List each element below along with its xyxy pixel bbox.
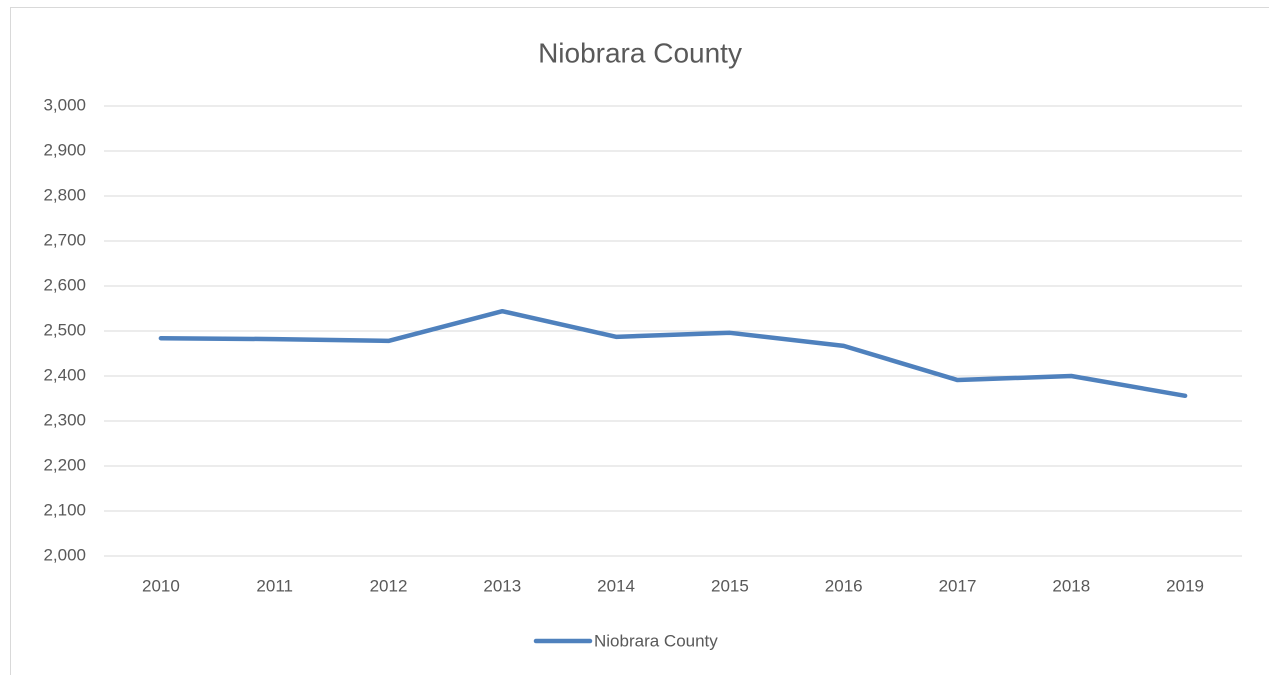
series-line bbox=[158, 308, 1188, 399]
x-tick-label: 2012 bbox=[370, 576, 408, 595]
x-tick-label: 2015 bbox=[711, 576, 749, 595]
y-tick-label: 2,500 bbox=[43, 320, 86, 339]
y-tick-label: 2,400 bbox=[43, 365, 86, 384]
x-tick-label: 2013 bbox=[483, 576, 521, 595]
x-tick-label: 2018 bbox=[1052, 576, 1090, 595]
y-tick-label: 2,600 bbox=[43, 275, 86, 294]
y-tick-label: 2,200 bbox=[43, 455, 86, 474]
y-tick-label: 2,800 bbox=[43, 185, 86, 204]
y-tick-label: 2,300 bbox=[43, 410, 86, 429]
legend-label: Niobrara County bbox=[594, 631, 718, 650]
y-tick-label: 2,000 bbox=[43, 545, 86, 564]
x-tick-label: 2011 bbox=[256, 576, 293, 595]
x-tick-label: 2010 bbox=[142, 576, 180, 595]
x-tick-label: 2014 bbox=[597, 576, 635, 595]
x-tick-label: 2019 bbox=[1166, 576, 1204, 595]
chart-frame bbox=[10, 7, 1269, 675]
y-tick-label: 2,900 bbox=[43, 140, 86, 159]
x-tick-label: 2017 bbox=[939, 576, 977, 595]
y-tick-label: 3,000 bbox=[43, 95, 86, 114]
y-tick-label: 2,100 bbox=[43, 500, 86, 519]
chart-title: Niobrara County bbox=[538, 37, 742, 68]
x-tick-label: 2016 bbox=[825, 576, 863, 595]
y-tick-label: 2,700 bbox=[43, 230, 86, 249]
